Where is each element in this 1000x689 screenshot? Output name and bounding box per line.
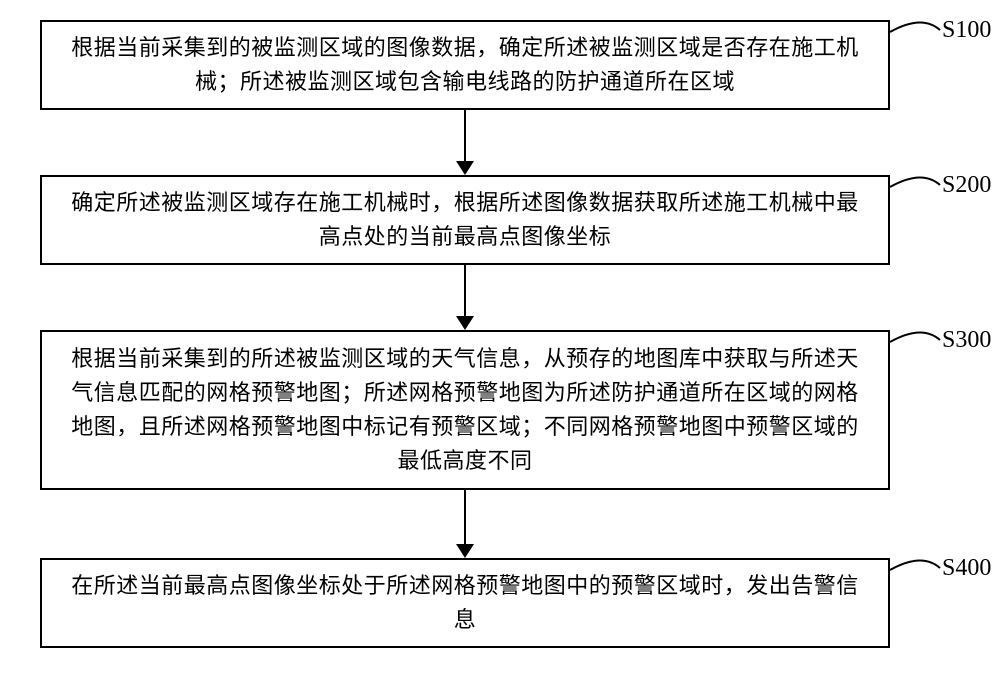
step-label-s200: S200 <box>942 172 991 199</box>
flow-node-s200: 确定所述被监测区域存在施工机械时，根据所述图像数据获取所述施工机械中最高点处的当… <box>40 175 890 265</box>
flow-node-s400: 在所述当前最高点图像坐标处于所述网格预警地图中的预警区域时，发出告警信息 <box>40 558 890 648</box>
flow-node-text: 根据当前采集到的所述被监测区域的天气信息，从预存的地图库中获取与所述天气信息匹配… <box>66 342 864 478</box>
flow-node-s300: 根据当前采集到的所述被监测区域的天气信息，从预存的地图库中获取与所述天气信息匹配… <box>40 330 890 490</box>
flow-node-s100: 根据当前采集到的被监测区域的图像数据，确定所述被监测区域是否存在施工机械；所述被… <box>40 20 890 110</box>
flowchart-canvas: 根据当前采集到的被监测区域的图像数据，确定所述被监测区域是否存在施工机械；所述被… <box>0 0 1000 689</box>
step-label-s100: S100 <box>942 17 991 44</box>
flow-node-text: 在所述当前最高点图像坐标处于所述网格预警地图中的预警区域时，发出告警信息 <box>66 569 864 637</box>
flow-node-text: 根据当前采集到的被监测区域的图像数据，确定所述被监测区域是否存在施工机械；所述被… <box>66 31 864 99</box>
step-label-s300: S300 <box>942 327 991 354</box>
flow-node-text: 确定所述被监测区域存在施工机械时，根据所述图像数据获取所述施工机械中最高点处的当… <box>66 186 864 254</box>
step-label-s400: S400 <box>942 555 991 582</box>
